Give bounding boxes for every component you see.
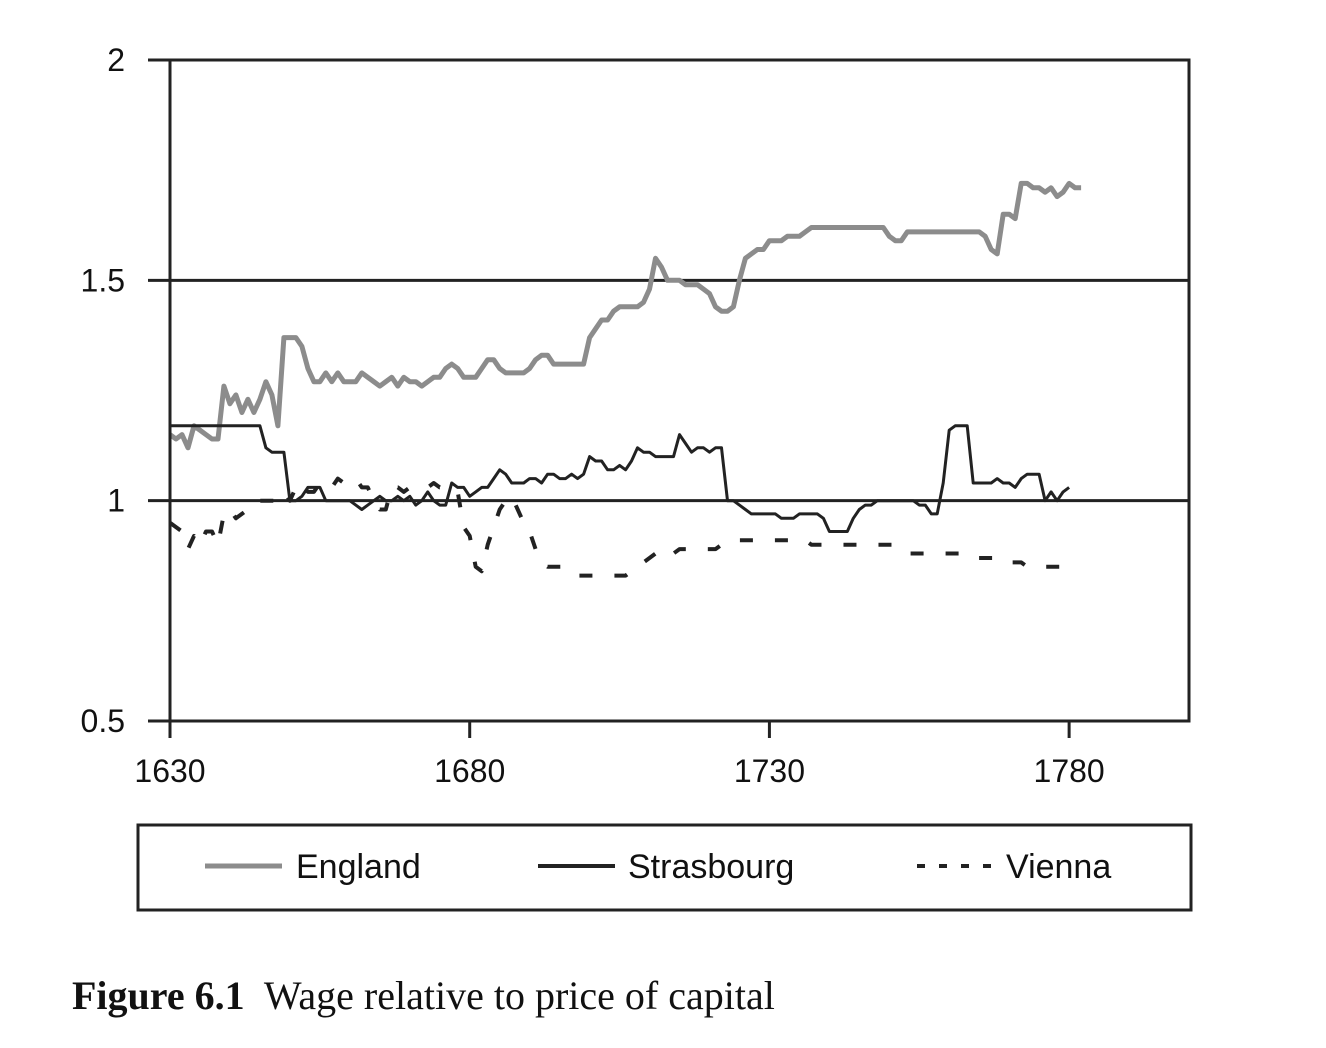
figure-number: Figure 6.1 xyxy=(72,973,245,1018)
gridlines xyxy=(170,278,1189,503)
plot-area-frame xyxy=(168,58,1191,723)
series-lines xyxy=(168,180,1082,578)
series-line-strasbourg xyxy=(170,424,1070,533)
y-tick-label: 1.5 xyxy=(81,262,125,298)
axes: 0.5 1 1.5 2 1630 1680 1730 1780 xyxy=(81,42,1105,789)
legend-label-strasbourg: Strasbourg xyxy=(628,848,794,886)
legend-label-england: England xyxy=(296,848,421,886)
figure-title: Wage relative to price of capital xyxy=(263,973,775,1018)
y-tick-label: 2 xyxy=(107,42,125,78)
legend: England Strasbourg Vienna xyxy=(136,823,1193,912)
x-tick-label: 1680 xyxy=(434,753,505,789)
legend-label-vienna: Vienna xyxy=(1006,848,1111,886)
y-tick-label: 0.5 xyxy=(81,703,125,739)
series-line-vienna xyxy=(168,476,1070,578)
x-tick-label: 1780 xyxy=(1034,753,1105,789)
y-tick-label: 1 xyxy=(107,483,125,519)
chart: 0.5 1 1.5 2 1630 1680 1730 1780 England Strasbo… xyxy=(81,42,1193,912)
figure-caption: Figure 6.1 Wage relative to price of cap… xyxy=(72,972,775,1019)
legend-box xyxy=(136,823,1193,912)
series-line-england xyxy=(168,180,1082,451)
x-tick-label: 1730 xyxy=(734,753,805,789)
x-tick-label: 1630 xyxy=(134,753,205,789)
